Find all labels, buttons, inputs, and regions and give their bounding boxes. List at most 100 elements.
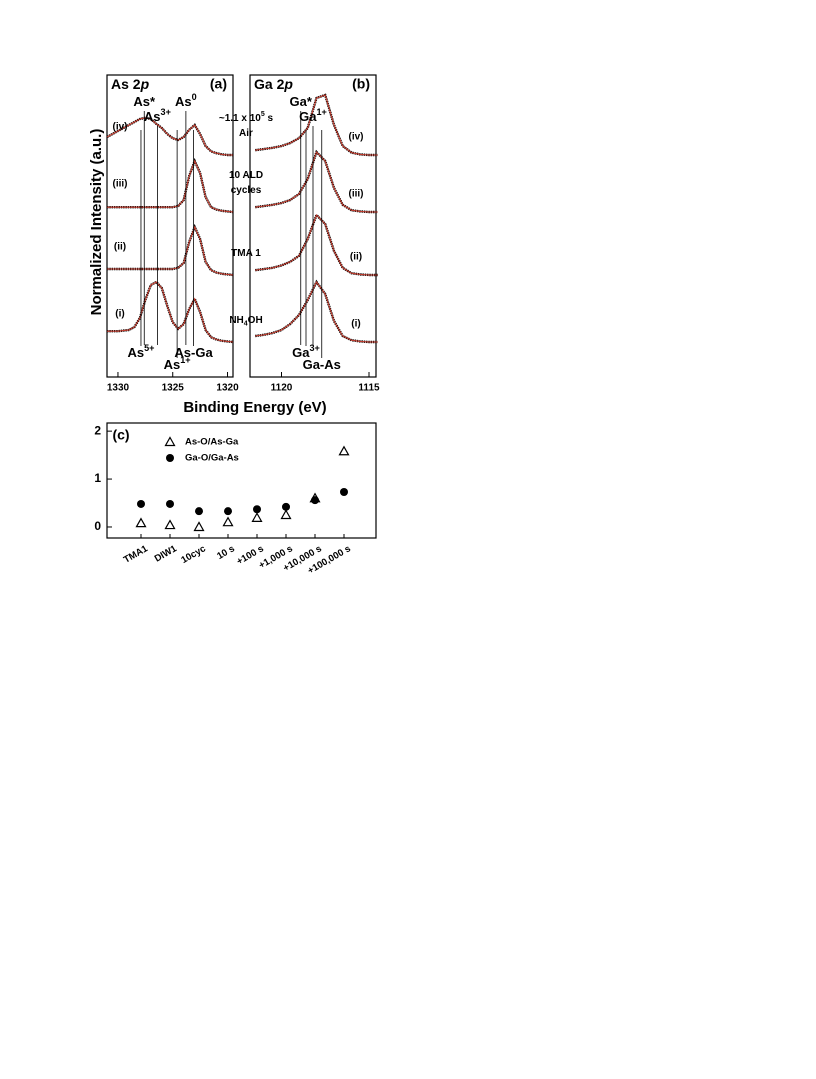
condition-label: ~1.1 x 105 s	[219, 111, 274, 124]
peak-label: Ga3+	[292, 343, 320, 360]
data-point	[193, 521, 205, 532]
peak-label-part: Ga	[299, 109, 317, 124]
spectrum-fit	[255, 280, 378, 343]
peak-label-part: 1+	[316, 107, 326, 117]
condition-label: cycles	[231, 185, 262, 196]
peak-label-part: As	[127, 345, 144, 360]
peak-label: As1+	[164, 355, 191, 372]
legend-label: As-O/As-Ga	[185, 437, 239, 448]
panel-title-part: Ga 2	[254, 76, 285, 92]
condition-label-part: s	[265, 113, 274, 124]
data-point	[340, 488, 348, 496]
peak-label-part: 3+	[161, 107, 171, 117]
panel-title-part: p	[283, 76, 293, 92]
panel-title: As 2p	[111, 76, 150, 92]
spectrum-data	[255, 93, 378, 157]
x-axis-label: Binding Energy (eV)	[183, 399, 326, 416]
peak-label: As5+	[127, 343, 154, 360]
data-point	[338, 445, 350, 456]
peak-label-part: 0	[192, 92, 197, 102]
plot-frame	[106, 74, 234, 378]
condition-label: Air	[239, 128, 253, 139]
peak-label: Ga*	[290, 94, 313, 109]
peak-label: Ga1+	[299, 107, 327, 124]
spectrum-fit	[107, 225, 234, 276]
peak-label: As*	[133, 94, 156, 109]
peak-label-part: As*	[133, 94, 156, 109]
condition-label-part: TMA 1	[231, 248, 261, 259]
spectrum-fit	[107, 159, 234, 213]
condition-label: NH4OH	[229, 315, 262, 328]
condition-label-part: 10 ALD	[229, 170, 263, 181]
peak-label-part: Ga	[292, 345, 310, 360]
peak-label-part: As	[144, 109, 161, 124]
condition-label-part: 5	[261, 111, 265, 118]
condition-label-part: OH	[248, 315, 263, 326]
legend-marker	[164, 436, 176, 447]
x-tick-label: TMA1	[122, 543, 151, 566]
data-point	[224, 507, 232, 516]
spectrum-data	[107, 280, 234, 344]
spectrum-fit	[255, 94, 378, 156]
peak-label-part: 5+	[144, 343, 154, 353]
peak-label-part: As	[164, 357, 181, 372]
plot-frame	[106, 422, 377, 539]
x-tick-label: 1330	[107, 383, 130, 394]
data-point	[166, 499, 174, 508]
peak-label-part: Ga*	[290, 94, 313, 109]
panel-title-part: p	[140, 76, 150, 92]
y-tick-label: 1	[94, 471, 101, 485]
peak-label-part: As-Ga	[174, 345, 213, 360]
x-tick-label: DIW1	[153, 543, 180, 565]
peak-label: As0	[175, 92, 197, 109]
condition-label-part: Air	[239, 128, 253, 139]
x-tick-label: 10 s	[215, 543, 237, 562]
trace-label: (ii)	[350, 252, 362, 263]
peak-label-part: 3+	[309, 343, 319, 353]
peak-label: Ga-As	[303, 357, 341, 372]
panel-label: (c)	[112, 427, 129, 443]
y-tick-label: 0	[94, 519, 101, 533]
condition-label-part: ~1.1 x 10	[219, 113, 261, 124]
data-point	[282, 502, 290, 511]
data-point	[195, 507, 203, 516]
data-point	[135, 517, 147, 528]
x-tick-label: 10cyc	[179, 543, 207, 566]
panel-title-part: As 2	[111, 76, 141, 92]
spectrum-fit	[255, 150, 378, 213]
plot-frame	[249, 74, 377, 378]
data-point	[222, 516, 234, 527]
y-tick-label: 2	[94, 423, 101, 437]
peak-label-part: 1+	[180, 355, 190, 365]
panel-label: (b)	[352, 76, 370, 92]
spectrum-fit	[107, 281, 234, 343]
trace-label: (i)	[115, 309, 124, 320]
condition-label-part: 4	[244, 320, 248, 327]
data-point	[137, 499, 145, 508]
panel-title: Ga 2p	[254, 76, 293, 92]
data-point	[251, 512, 263, 522]
legend-label: Ga-O/Ga-As	[185, 453, 239, 464]
y-axis-label: Normalized Intensity (a.u.)	[88, 129, 105, 316]
condition-label: TMA 1	[231, 248, 261, 259]
x-tick-label: 1115	[358, 383, 380, 394]
data-point	[253, 505, 261, 514]
trace-label: (iv)	[349, 132, 364, 143]
data-point	[280, 509, 292, 520]
trace-label: (iii)	[113, 179, 128, 190]
trace-label: (iv)	[113, 122, 128, 133]
spectrum-fit	[106, 117, 233, 156]
peak-label: As-Ga	[174, 345, 213, 360]
condition-label-part: NH	[229, 315, 243, 326]
spectrum-data	[255, 149, 378, 214]
peak-label-part: Ga-As	[303, 357, 341, 372]
peak-label: As3+	[144, 107, 171, 124]
spectrum-fit	[255, 213, 378, 276]
trace-label: (ii)	[114, 242, 126, 253]
legend-marker	[166, 454, 174, 462]
trace-label: (i)	[351, 319, 360, 330]
spectrum-data	[255, 212, 378, 277]
panel-label: (a)	[210, 76, 227, 92]
